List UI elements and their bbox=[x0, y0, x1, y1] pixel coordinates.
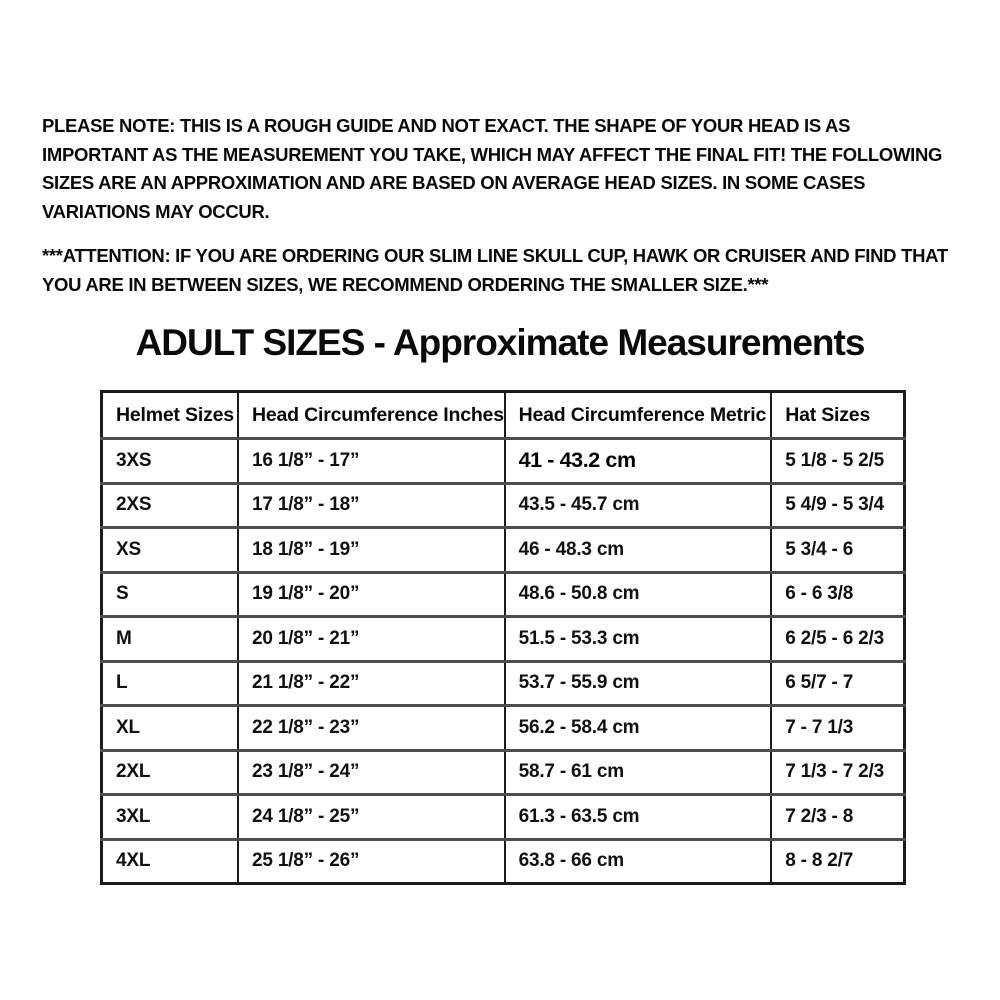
table-row: M 20 1/8” - 21” 51.5 - 53.3 cm 6 2/5 - 6 2/… bbox=[101, 615, 905, 661]
metric-cell: 41 - 43.2 cm bbox=[503, 437, 772, 483]
hat-size-cell: 7 1/3 - 7 2/3 bbox=[770, 748, 905, 795]
inches-cell: 25 1/8” - 26” bbox=[237, 837, 505, 884]
helmet-size-cell: S bbox=[101, 570, 238, 617]
adult-sizes-table: Helmet Sizes Head Circumference Inches H… bbox=[100, 390, 906, 885]
metric-cell: 63.8 - 66 cm bbox=[503, 837, 772, 884]
metric-cell: 51.5 - 53.3 cm bbox=[503, 615, 772, 661]
hat-size-cell: 6 - 6 3/8 bbox=[770, 570, 905, 617]
helmet-size-cell: 2XL bbox=[101, 748, 238, 795]
table-row: 3XS 16 1/8” - 17” 41 - 43.2 cm 5 1/8 - 5 2/… bbox=[101, 437, 905, 483]
table-row: 2XL 23 1/8” - 24” 58.7 - 61 cm 7 1/3 - 7 2/… bbox=[101, 748, 905, 795]
table-row: XL 22 1/8” - 23” 56.2 - 58.4 cm 7 - 7 1/3 bbox=[101, 704, 905, 750]
inches-cell: 24 1/8” - 25” bbox=[237, 793, 505, 839]
inches-cell: 18 1/8” - 19” bbox=[237, 526, 505, 572]
hat-size-cell: 5 1/8 - 5 2/5 bbox=[770, 437, 905, 483]
helmet-size-cell: XS bbox=[101, 526, 238, 572]
metric-cell: 58.7 - 61 cm bbox=[503, 748, 772, 795]
helmet-size-cell: XL bbox=[101, 704, 238, 750]
hat-size-cell: 5 3/4 - 6 bbox=[770, 526, 905, 572]
inches-cell: 21 1/8” - 22” bbox=[237, 659, 505, 706]
helmet-size-cell: M bbox=[101, 615, 238, 661]
helmet-size-cell: 4XL bbox=[101, 837, 238, 884]
inches-cell: 23 1/8” - 24” bbox=[237, 748, 505, 795]
inches-cell: 17 1/8” - 18” bbox=[237, 481, 505, 528]
metric-cell: 46 - 48.3 cm bbox=[503, 526, 772, 572]
column-header-metric: Head Circumference Metric bbox=[503, 391, 772, 439]
table-row: 3XL 24 1/8” - 25” 61.3 - 63.5 cm 7 2/3 - 8 bbox=[101, 793, 905, 839]
hat-size-cell: 7 - 7 1/3 bbox=[770, 704, 905, 750]
metric-cell: 61.3 - 63.5 cm bbox=[503, 793, 772, 839]
page-title: ADULT SIZES - Approximate Measurements bbox=[135, 322, 866, 363]
inches-cell: 16 1/8” - 17” bbox=[237, 437, 505, 483]
note-attention: ***ATTENTION: IF YOU ARE ORDERING OUR SL… bbox=[42, 245, 948, 295]
column-header-helmet-sizes: Helmet Sizes bbox=[116, 403, 234, 426]
helmet-size-cell: L bbox=[101, 659, 238, 706]
metric-cell: 48.6 - 50.8 cm bbox=[503, 570, 772, 617]
notes-section: PLEASE NOTE: THIS IS A ROUGH GUIDE AND N… bbox=[42, 112, 960, 315]
table-row: 4XL 25 1/8” - 26” 63.8 - 66 cm 8 - 8 2/7 bbox=[101, 837, 905, 884]
hat-size-cell: 7 2/3 - 8 bbox=[770, 793, 905, 839]
hat-size-cell: 5 4/9 - 5 3/4 bbox=[770, 481, 905, 528]
inches-cell: 22 1/8” - 23” bbox=[237, 704, 505, 750]
inches-cell: 19 1/8” - 20” bbox=[237, 570, 505, 617]
table-row: L 21 1/8” - 22” 53.7 - 55.9 cm 6 5/7 - 7 bbox=[101, 659, 905, 706]
inches-cell: 20 1/8” - 21” bbox=[237, 615, 505, 661]
table-row: S 19 1/8” - 20” 48.6 - 50.8 cm 6 - 6 3/8 bbox=[101, 570, 905, 617]
metric-cell: 56.2 - 58.4 cm bbox=[503, 704, 772, 750]
note-rough-guide: PLEASE NOTE: THIS IS A ROUGH GUIDE AND N… bbox=[42, 115, 943, 222]
size-table-body: 3XS 16 1/8” - 17” 41 - 43.2 cm 5 1/8 - 5 2/… bbox=[101, 437, 905, 884]
helmet-size-cell: 2XS bbox=[101, 481, 238, 528]
hat-size-cell: 6 5/7 - 7 bbox=[770, 659, 905, 706]
table-header-row: Helmet Sizes Head Circumference Inches H… bbox=[102, 391, 905, 439]
hat-size-cell: 6 2/5 - 6 2/3 bbox=[770, 615, 905, 661]
table-row: XS 18 1/8” - 19” 46 - 48.3 cm 5 3/4 - 6 bbox=[101, 526, 905, 572]
table-row: 2XS 17 1/8” - 18” 43.5 - 45.7 cm 5 4/9 - 5 … bbox=[101, 481, 905, 528]
column-header-inches: Head Circumference Inches bbox=[237, 391, 505, 439]
helmet-size-cell: 3XL bbox=[101, 793, 238, 839]
helmet-size-cell: 3XS bbox=[101, 437, 238, 483]
metric-cell: 53.7 - 55.9 cm bbox=[503, 659, 772, 706]
hat-size-cell: 8 - 8 2/7 bbox=[770, 837, 905, 884]
metric-cell: 43.5 - 45.7 cm bbox=[503, 481, 772, 528]
column-header-hat-sizes: Hat Sizes bbox=[770, 391, 905, 439]
